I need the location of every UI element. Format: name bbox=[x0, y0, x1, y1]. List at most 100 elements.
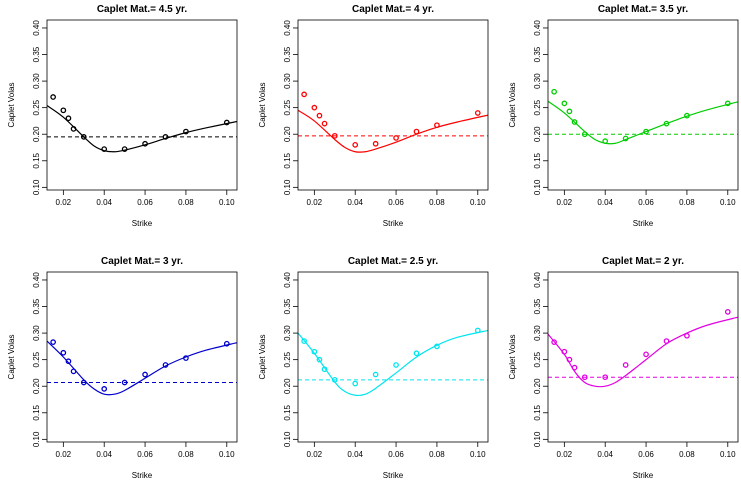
plot-area bbox=[548, 88, 738, 145]
x-tick-label: 0.10 bbox=[470, 198, 486, 207]
y-tick-label: 0.30 bbox=[283, 325, 292, 341]
y-tick-label: 0.15 bbox=[533, 404, 542, 420]
plot-frame bbox=[46, 19, 238, 191]
data-point bbox=[581, 374, 588, 381]
y-tick-label: 0.10 bbox=[32, 431, 41, 447]
chart-panel-4: Caplet Mat.= 3 yr. 0.10 0.15 0.20 0.25 0.30 0.… bbox=[7, 256, 238, 480]
y-tick-label: 0.20 bbox=[533, 378, 542, 394]
x-tick-label: 0.08 bbox=[679, 198, 695, 207]
x-tick-label: 0.02 bbox=[557, 198, 573, 207]
data-point bbox=[80, 134, 87, 140]
data-point bbox=[581, 131, 588, 138]
plot-frame bbox=[297, 19, 489, 191]
data-point bbox=[331, 376, 338, 383]
x-tick-label: 0.10 bbox=[720, 450, 736, 459]
x-tick-label: 0.10 bbox=[470, 450, 486, 459]
data-point bbox=[372, 140, 379, 147]
y-tick-label: 0.15 bbox=[283, 152, 292, 168]
data-point bbox=[413, 128, 420, 135]
data-point bbox=[70, 368, 77, 375]
x-axis-label: Strike bbox=[633, 471, 654, 480]
data-point bbox=[474, 327, 481, 334]
data-point bbox=[80, 379, 87, 386]
data-point bbox=[311, 348, 318, 355]
chart-title: Caplet Mat.= 4 yr. bbox=[352, 4, 434, 15]
data-point bbox=[602, 138, 609, 144]
fitted-curve bbox=[548, 316, 738, 388]
data-point bbox=[622, 362, 629, 368]
y-tick-label: 0.25 bbox=[533, 351, 542, 367]
data-point bbox=[65, 358, 72, 365]
plot-frame bbox=[297, 271, 489, 443]
y-tick-label: 0.20 bbox=[32, 126, 41, 142]
plot-area bbox=[47, 339, 237, 396]
data-point bbox=[571, 364, 578, 371]
data-point bbox=[551, 88, 557, 95]
x-tick-label: 0.08 bbox=[178, 198, 194, 207]
y-tick-label: 0.25 bbox=[32, 351, 41, 367]
x-tick-label: 0.04 bbox=[597, 198, 613, 207]
chart-panel-5: Caplet Mat.= 2.5 yr. 0.10 0.15 0.20 0.25 0.30… bbox=[258, 256, 489, 480]
x-tick-label: 0.08 bbox=[429, 450, 445, 459]
y-tick-label: 0.35 bbox=[533, 298, 542, 314]
data-point bbox=[602, 374, 609, 381]
y-tick-label: 0.40 bbox=[283, 272, 292, 288]
data-point bbox=[121, 379, 128, 386]
y-tick-label: 0.15 bbox=[283, 404, 292, 420]
plot-area bbox=[298, 327, 488, 397]
y-tick-label: 0.35 bbox=[283, 298, 292, 314]
x-tick-label: 0.02 bbox=[307, 198, 323, 207]
y-tick-label: 0.25 bbox=[32, 99, 41, 115]
chart-panel-6: Caplet Mat.= 2 yr. 0.10 0.15 0.20 0.25 0.30 0.… bbox=[508, 256, 739, 480]
data-point bbox=[724, 308, 731, 315]
x-axis-label: Strike bbox=[132, 219, 153, 228]
y-tick-label: 0.20 bbox=[533, 126, 542, 142]
y-tick-label: 0.40 bbox=[32, 272, 41, 288]
data-point bbox=[223, 340, 230, 347]
x-tick-label: 0.06 bbox=[137, 198, 153, 207]
x-axis-label: Strike bbox=[383, 219, 404, 228]
x-tick-label: 0.04 bbox=[96, 198, 112, 207]
data-point bbox=[50, 94, 56, 100]
y-axis-label: Caplet Volas bbox=[508, 83, 517, 128]
data-point bbox=[60, 349, 67, 356]
y-tick-label: 0.15 bbox=[32, 404, 41, 420]
data-point bbox=[413, 350, 420, 357]
data-point bbox=[571, 119, 578, 125]
y-tick-label: 0.40 bbox=[283, 20, 292, 36]
x-tick-label: 0.10 bbox=[219, 450, 235, 459]
y-tick-label: 0.25 bbox=[533, 99, 542, 115]
data-point bbox=[321, 366, 328, 373]
data-point bbox=[101, 146, 108, 152]
data-point bbox=[162, 134, 169, 140]
x-tick-label: 0.08 bbox=[178, 450, 194, 459]
plot-area bbox=[548, 308, 738, 388]
data-point bbox=[101, 386, 108, 392]
y-tick-label: 0.35 bbox=[32, 298, 41, 314]
x-tick-label: 0.10 bbox=[219, 198, 235, 207]
x-tick-label: 0.10 bbox=[720, 198, 736, 207]
y-tick-label: 0.10 bbox=[533, 179, 542, 195]
data-point bbox=[393, 135, 399, 141]
data-point bbox=[622, 135, 629, 142]
data-point bbox=[724, 100, 731, 107]
y-tick-label: 0.30 bbox=[32, 73, 41, 89]
data-point bbox=[121, 146, 128, 152]
y-tick-label: 0.30 bbox=[533, 325, 542, 341]
y-tick-label: 0.10 bbox=[283, 431, 292, 447]
data-point bbox=[566, 356, 573, 363]
data-point bbox=[561, 348, 568, 355]
data-point bbox=[372, 371, 379, 378]
x-tick-label: 0.02 bbox=[56, 450, 72, 459]
y-axis-label: Caplet Volas bbox=[258, 83, 267, 128]
data-point bbox=[643, 351, 649, 358]
x-axis-label: Strike bbox=[132, 471, 153, 480]
data-point bbox=[183, 355, 189, 361]
y-tick-label: 0.25 bbox=[283, 99, 292, 115]
chart-title: Caplet Mat.= 2.5 yr. bbox=[348, 256, 439, 267]
y-tick-label: 0.40 bbox=[533, 272, 542, 288]
data-point bbox=[311, 104, 318, 111]
data-point bbox=[50, 339, 56, 345]
x-tick-label: 0.08 bbox=[679, 450, 695, 459]
